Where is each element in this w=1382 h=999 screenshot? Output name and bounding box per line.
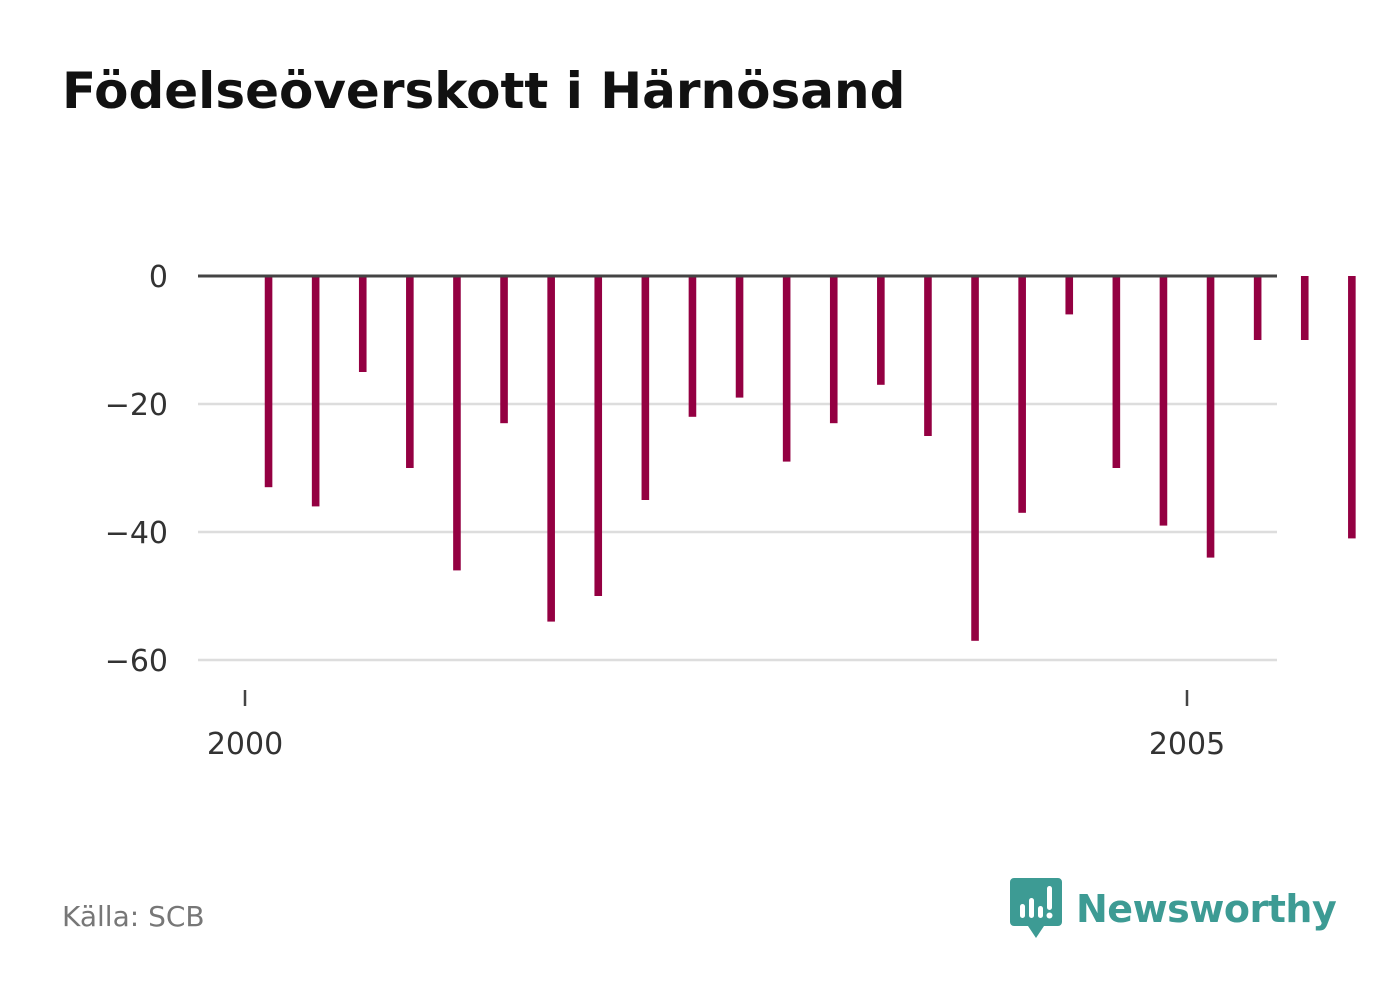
- bar: [1018, 276, 1026, 513]
- bar: [1348, 276, 1356, 539]
- bar: [971, 276, 979, 641]
- bar-chart: 0−20−40−60200020052010201520202025: [105, 260, 1356, 762]
- x-tick-label: 2005: [1149, 727, 1225, 762]
- brand-name: Newsworthy: [1076, 887, 1337, 931]
- bar: [1206, 276, 1215, 558]
- source-credit: Källa: SCB: [62, 900, 205, 933]
- chart-title: Födelseöverskott i Härnösand: [62, 62, 906, 120]
- bar: [735, 276, 744, 398]
- bar: [594, 276, 603, 596]
- bar: [877, 276, 885, 385]
- y-tick-label: 0: [149, 260, 168, 295]
- bar: [311, 276, 320, 507]
- x-tick-label: 2000: [207, 727, 283, 762]
- bar: [829, 276, 838, 424]
- bar: [264, 276, 273, 488]
- bar: [1112, 276, 1121, 468]
- bar: [1159, 276, 1168, 526]
- bar: [1300, 276, 1309, 340]
- y-tick-label: −20: [105, 388, 168, 423]
- newsworthy-logo-icon: [1010, 878, 1062, 938]
- bar-series: [264, 276, 1356, 641]
- bar: [358, 276, 367, 372]
- bar: [1065, 276, 1074, 315]
- bar: [406, 276, 414, 468]
- bar: [453, 276, 461, 571]
- y-tick-label: −60: [105, 644, 168, 679]
- bar: [1253, 276, 1262, 340]
- y-tick-label: −40: [105, 516, 168, 551]
- grid-lines: [198, 402, 1277, 662]
- bar: [547, 276, 555, 622]
- brand-logo: Newsworthy: [1010, 878, 1337, 940]
- bar: [688, 276, 697, 417]
- axes: 0−20−40−60200020052010201520202025: [105, 260, 1277, 762]
- bar: [924, 276, 932, 436]
- bar: [782, 276, 791, 462]
- bar: [500, 276, 508, 424]
- bar: [641, 276, 650, 500]
